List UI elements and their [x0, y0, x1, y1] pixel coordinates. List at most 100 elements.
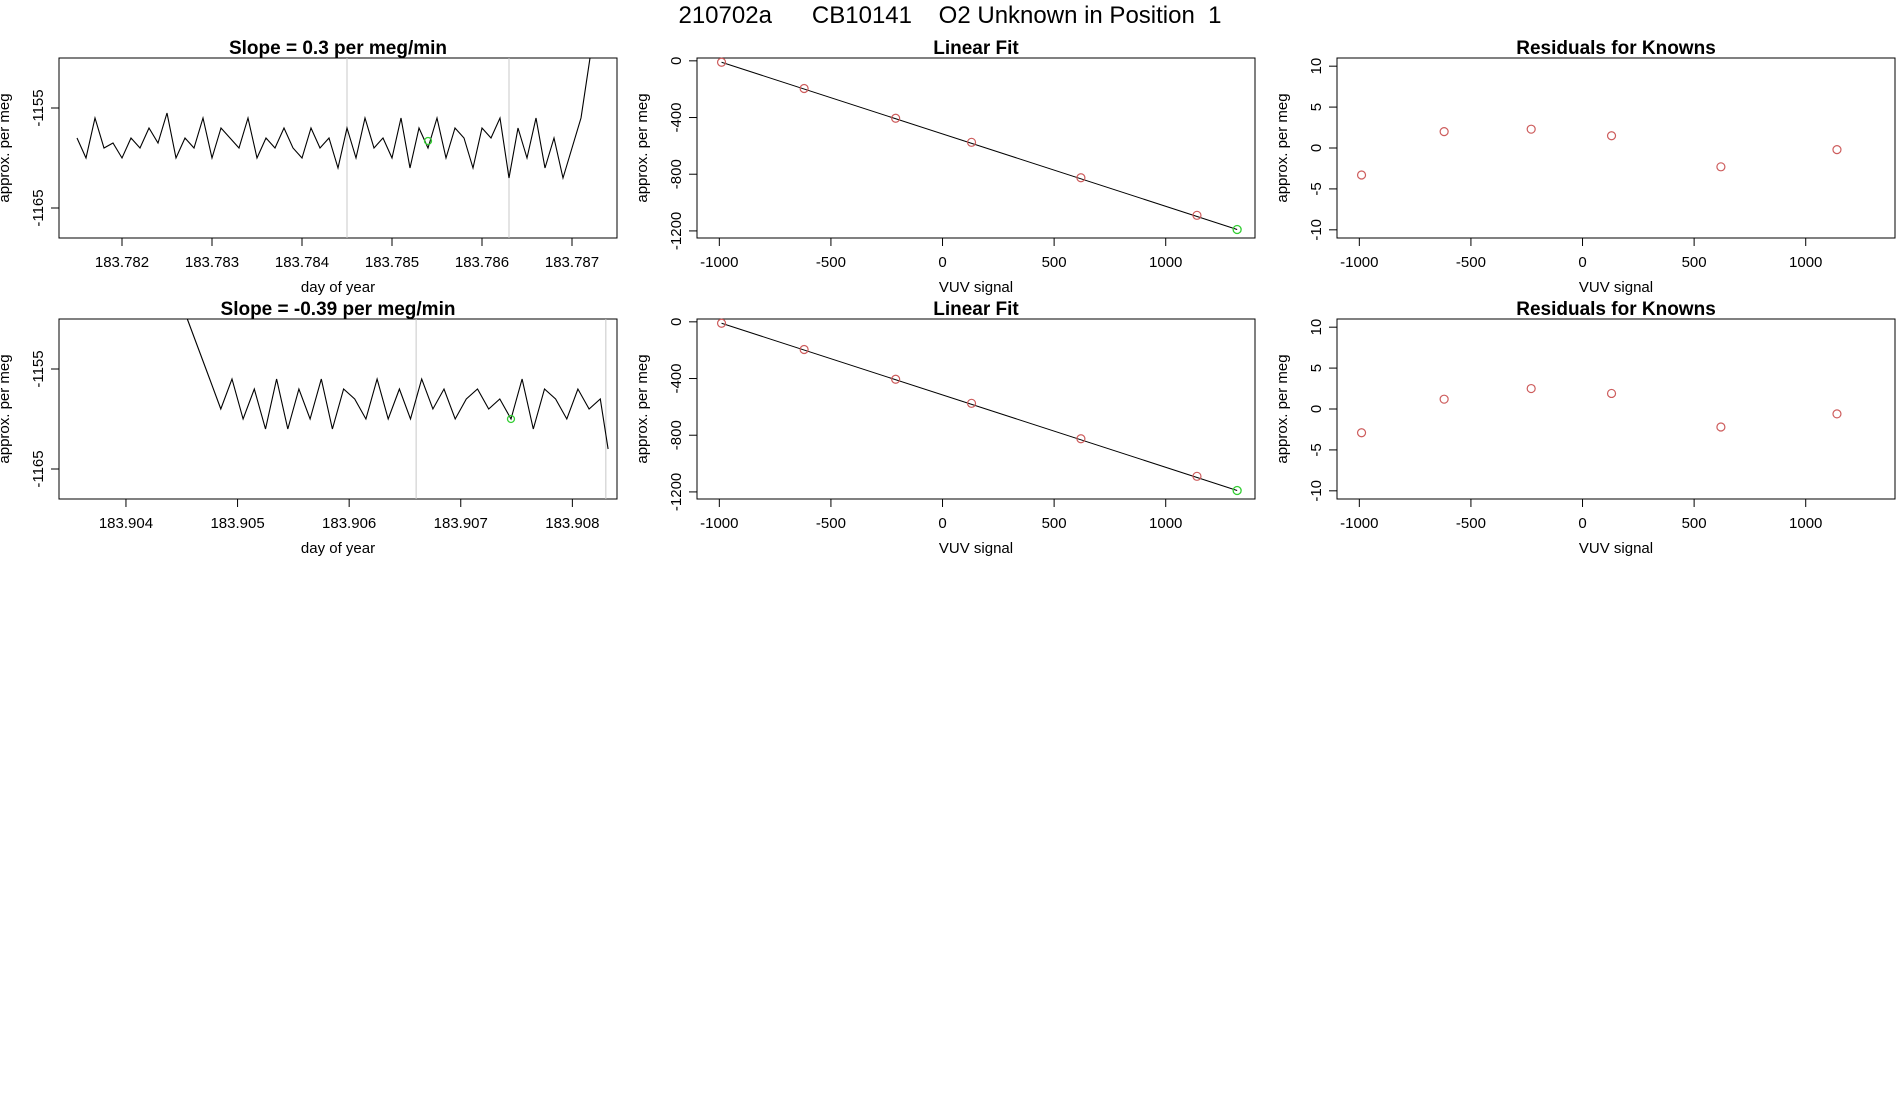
- figure-title: 210702a CB10141 O2 Unknown in Position 1: [678, 2, 1222, 29]
- x-tick-label: 0: [1578, 515, 1586, 532]
- y-tick-label: -400: [668, 364, 685, 394]
- x-tick-label: 183.906: [322, 515, 376, 532]
- y-tick-label: -5: [1308, 182, 1325, 195]
- data-line: [76, 57, 591, 181]
- x-tick-label: 0: [1578, 254, 1586, 271]
- x-tick-label: -500: [816, 254, 846, 271]
- chart-title: Residuals for Knowns: [1516, 299, 1716, 320]
- y-axis-label: approx. per meg: [1274, 93, 1291, 202]
- known-point: [1076, 173, 1086, 183]
- known-point: [1832, 145, 1842, 155]
- x-tick-label: -1000: [1340, 515, 1378, 532]
- known-point: [1606, 131, 1617, 141]
- x-axis-label: day of year: [301, 279, 375, 296]
- y-tick-label: -1165: [30, 189, 47, 226]
- plot-frame: [696, 57, 1256, 239]
- x-tick-label: 500: [1042, 254, 1067, 271]
- known-point: [1716, 162, 1726, 172]
- y-tick-label: 0: [1308, 405, 1325, 413]
- x-tick-label: -1000: [1340, 254, 1378, 271]
- known-point: [1606, 388, 1617, 399]
- x-tick-label: 0: [938, 515, 946, 532]
- known-point: [1356, 170, 1367, 180]
- y-tick-label: -800: [668, 159, 685, 189]
- y-tick-label: 10: [1308, 58, 1325, 75]
- y-tick-label: -400: [668, 103, 685, 133]
- x-tick-label: 183.904: [99, 515, 153, 532]
- x-tick-label: 500: [1042, 515, 1067, 532]
- x-axis-label: VUV signal: [1579, 279, 1653, 296]
- y-tick-label: -5: [1308, 443, 1325, 456]
- plot-frame: [696, 318, 1256, 500]
- y-axis-label: approx. per meg: [0, 354, 13, 463]
- fit-line: [721, 61, 1238, 230]
- y-tick-label: 5: [1308, 103, 1325, 111]
- known-point: [1439, 127, 1449, 137]
- known-point: [966, 137, 977, 147]
- x-tick-label: -500: [816, 515, 846, 532]
- fit-line: [721, 322, 1238, 491]
- x-tick-label: 183.784: [275, 254, 329, 271]
- known-point: [1192, 471, 1202, 481]
- x-tick-label: 183.786: [455, 254, 509, 271]
- plot-frame: [1336, 318, 1896, 500]
- y-tick-label: -1155: [30, 89, 47, 126]
- chart-title: Linear Fit: [933, 38, 1019, 59]
- y-tick-label: -1165: [30, 450, 47, 487]
- y-tick-label: -1155: [30, 350, 47, 387]
- y-tick-label: -800: [668, 420, 685, 450]
- chart-title: Linear Fit: [933, 299, 1019, 320]
- y-axis-label: approx. per meg: [0, 93, 13, 202]
- known-point: [1192, 210, 1202, 220]
- known-point: [1716, 422, 1726, 432]
- y-tick-label: 10: [1308, 319, 1325, 336]
- known-point: [716, 57, 727, 67]
- chart-title: Slope = 0.3 per meg/min: [229, 38, 447, 59]
- known-point: [1526, 383, 1536, 394]
- x-tick-label: -1000: [700, 254, 738, 271]
- known-point: [1439, 394, 1449, 404]
- known-point: [966, 398, 977, 408]
- x-tick-label: -1000: [700, 515, 738, 532]
- x-tick-label: 0: [938, 254, 946, 271]
- y-tick-label: -1200: [668, 212, 685, 250]
- unknown-marker: [506, 414, 516, 424]
- chart-title: Residuals for Knowns: [1516, 38, 1716, 59]
- known-point: [799, 83, 809, 94]
- y-axis-label: approx. per meg: [634, 354, 651, 463]
- y-tick-label: -10: [1308, 219, 1325, 241]
- x-tick-label: 500: [1682, 254, 1707, 271]
- y-tick-label: 0: [668, 57, 685, 65]
- x-tick-label: 183.905: [210, 515, 264, 532]
- y-tick-label: 5: [1308, 364, 1325, 372]
- y-tick-label: -1200: [668, 473, 685, 511]
- known-point: [1356, 428, 1367, 438]
- x-tick-label: 183.783: [185, 254, 239, 271]
- known-point: [891, 113, 901, 123]
- x-tick-label: 500: [1682, 515, 1707, 532]
- plot-frame: [58, 57, 618, 239]
- x-tick-label: 1000: [1149, 515, 1182, 532]
- y-tick-label: 0: [1308, 144, 1325, 152]
- x-tick-label: 183.782: [95, 254, 149, 271]
- x-tick-label: 1000: [1149, 254, 1182, 271]
- x-axis-label: day of year: [301, 540, 375, 557]
- known-point: [1832, 409, 1842, 419]
- x-tick-label: -500: [1456, 254, 1486, 271]
- x-tick-label: 1000: [1789, 515, 1822, 532]
- y-axis-label: approx. per meg: [1274, 354, 1291, 463]
- x-tick-label: 183.787: [545, 254, 599, 271]
- x-axis-label: VUV signal: [1579, 540, 1653, 557]
- x-tick-label: -500: [1456, 515, 1486, 532]
- x-tick-label: 1000: [1789, 254, 1822, 271]
- unknown-marker: [423, 136, 433, 146]
- unknown-point: [1232, 224, 1242, 235]
- x-axis-label: VUV signal: [939, 279, 1013, 296]
- data-line: [186, 318, 609, 450]
- y-tick-label: 0: [668, 318, 685, 326]
- known-point: [891, 374, 901, 384]
- x-tick-label: 183.785: [365, 254, 419, 271]
- x-axis-label: VUV signal: [939, 540, 1013, 557]
- known-point: [1076, 434, 1086, 444]
- known-point: [1526, 124, 1536, 134]
